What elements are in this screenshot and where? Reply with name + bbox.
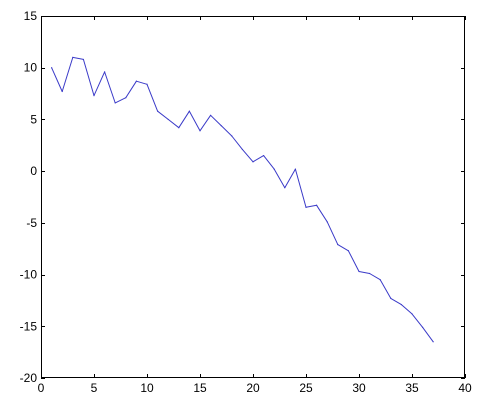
y-tick-label: 0 bbox=[30, 164, 37, 178]
x-tick-label: 20 bbox=[246, 381, 260, 395]
data-point bbox=[326, 221, 328, 223]
data-point bbox=[400, 303, 402, 306]
x-tick-label: 40 bbox=[458, 381, 472, 395]
x-tick-label: 15 bbox=[193, 381, 207, 395]
data-point bbox=[199, 130, 201, 132]
data-point bbox=[379, 279, 381, 281]
data-point bbox=[188, 110, 190, 112]
y-tick-label: -10 bbox=[20, 268, 38, 282]
data-point bbox=[422, 326, 424, 328]
data-point bbox=[167, 118, 169, 121]
x-tick-label: 5 bbox=[91, 381, 98, 395]
data-point bbox=[305, 206, 307, 208]
data-point bbox=[273, 168, 275, 170]
data-point bbox=[231, 135, 233, 137]
data-point bbox=[178, 127, 180, 129]
data-point bbox=[369, 272, 371, 275]
data-point bbox=[411, 313, 413, 315]
data-point bbox=[210, 114, 212, 116]
plot-area bbox=[41, 16, 465, 378]
data-point bbox=[61, 90, 63, 93]
x-tick-label: 30 bbox=[352, 381, 366, 395]
data-point bbox=[358, 270, 360, 273]
x-tick-label: 25 bbox=[299, 381, 313, 395]
data-point bbox=[146, 83, 148, 85]
data-point bbox=[284, 187, 286, 189]
data-point bbox=[390, 297, 392, 299]
y-tick-label: 5 bbox=[30, 112, 37, 126]
data-point bbox=[220, 125, 222, 127]
x-tick-label: 10 bbox=[140, 381, 154, 395]
data-point bbox=[157, 110, 159, 112]
x-tick-label: 35 bbox=[405, 381, 419, 395]
y-tick-label: 10 bbox=[24, 61, 38, 75]
data-point bbox=[316, 204, 318, 206]
data-point bbox=[241, 148, 243, 151]
data-point bbox=[72, 56, 74, 58]
x-tick-label: 0 bbox=[38, 381, 45, 395]
data-point bbox=[432, 341, 434, 343]
data-point bbox=[104, 71, 106, 73]
y-tick-label: -5 bbox=[26, 216, 37, 230]
data-point bbox=[82, 58, 84, 61]
data-point bbox=[263, 155, 265, 157]
data-point bbox=[294, 168, 296, 170]
data-point bbox=[337, 243, 339, 246]
data-point bbox=[51, 67, 53, 69]
data-point bbox=[135, 80, 137, 82]
y-tick-label: 15 bbox=[24, 9, 38, 23]
data-point bbox=[93, 95, 95, 97]
data-point bbox=[252, 161, 254, 163]
data-point bbox=[125, 97, 127, 99]
data-point bbox=[347, 250, 349, 252]
y-tick-label: -15 bbox=[20, 319, 38, 333]
data-point bbox=[114, 102, 116, 104]
y-tick-label: -20 bbox=[20, 371, 38, 385]
